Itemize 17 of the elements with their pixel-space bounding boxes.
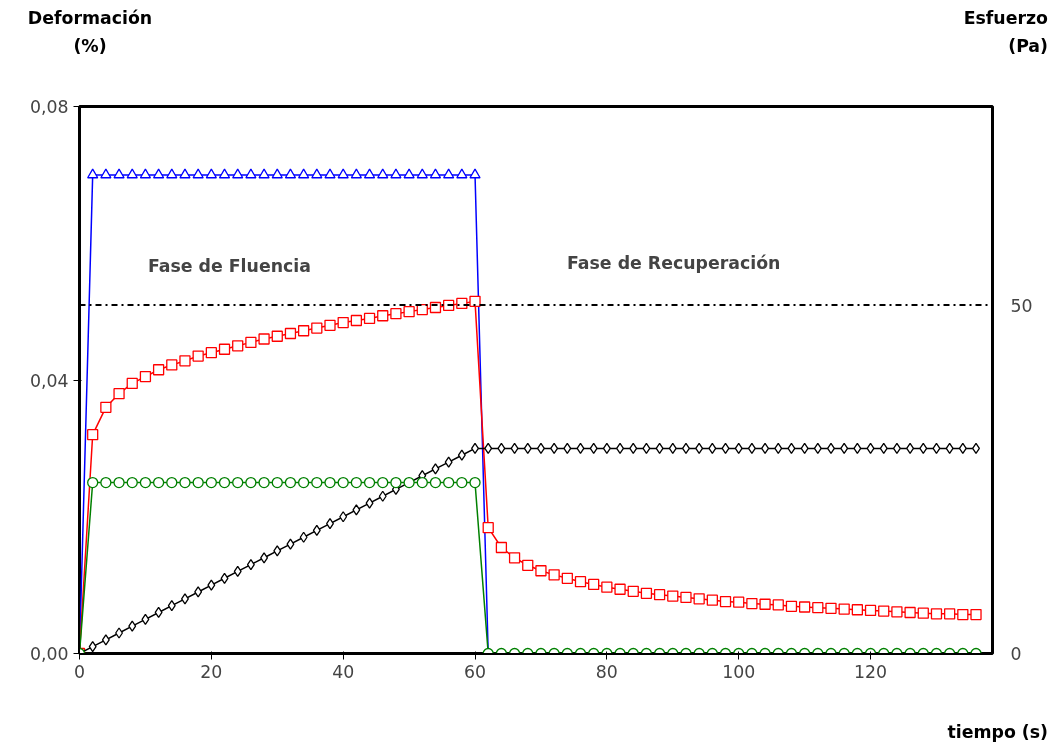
y2-axis-title: Esfuerzo (Pa) <box>963 7 1048 58</box>
y-axis-title: Deformación (%) <box>27 7 153 58</box>
x-tick-label: 100 <box>722 661 756 682</box>
x-axis-title: tiempo (s) <box>947 721 1048 744</box>
x-tick-label: 120 <box>854 661 888 682</box>
x-tick-label: 40 <box>332 661 355 682</box>
x-tick-label: 20 <box>200 661 223 682</box>
annotation: Fase de Fluencia <box>147 256 311 277</box>
x-tick-label: 80 <box>595 661 618 682</box>
x-tick-label: 60 <box>464 661 487 682</box>
y-tick-label: 0,04 <box>29 370 69 391</box>
y-tick-label: 0,00 <box>29 644 69 664</box>
y2-tick-label: 0 <box>1010 644 1022 664</box>
y2-tick-label: 50 <box>1010 295 1033 316</box>
annotation: Fase de Recuperación <box>567 253 781 274</box>
y-tick-label: 0,08 <box>29 97 69 117</box>
x-tick-label: 0 <box>73 661 86 682</box>
